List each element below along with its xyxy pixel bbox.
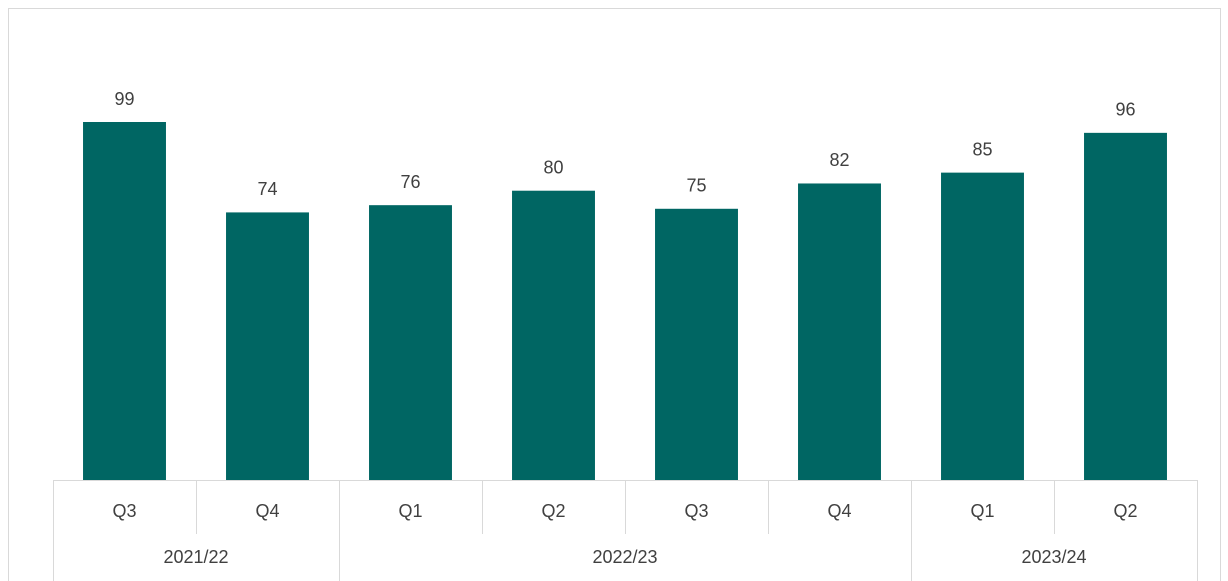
data-label: 80 xyxy=(543,157,563,177)
bar xyxy=(941,172,1024,480)
bar xyxy=(226,212,309,480)
bar xyxy=(83,122,166,480)
data-label: 75 xyxy=(686,176,706,196)
bar xyxy=(512,190,595,480)
x-tick-label: Q1 xyxy=(398,501,422,521)
x-tick-label: Q2 xyxy=(541,501,565,521)
x-tick-label: Q1 xyxy=(970,501,994,521)
data-label: 96 xyxy=(1115,100,1135,120)
data-label: 99 xyxy=(114,89,134,109)
bar xyxy=(798,183,881,481)
x-tick-label: Q4 xyxy=(255,501,279,521)
data-label: 82 xyxy=(829,150,849,170)
bar xyxy=(1084,132,1167,480)
x-tick-label: Q4 xyxy=(827,501,851,521)
data-label: 76 xyxy=(400,172,420,192)
group-label: 2021/22 xyxy=(163,547,228,567)
data-label: 85 xyxy=(972,139,992,159)
bar xyxy=(655,208,738,480)
group-label: 2023/24 xyxy=(1021,547,1086,567)
data-label: 74 xyxy=(257,179,277,199)
chart-frame xyxy=(8,8,1221,581)
bar xyxy=(369,205,452,480)
x-tick-label: Q3 xyxy=(112,501,136,521)
x-tick-label: Q3 xyxy=(684,501,708,521)
x-tick-label: Q2 xyxy=(1113,501,1137,521)
group-label: 2022/23 xyxy=(592,547,657,567)
